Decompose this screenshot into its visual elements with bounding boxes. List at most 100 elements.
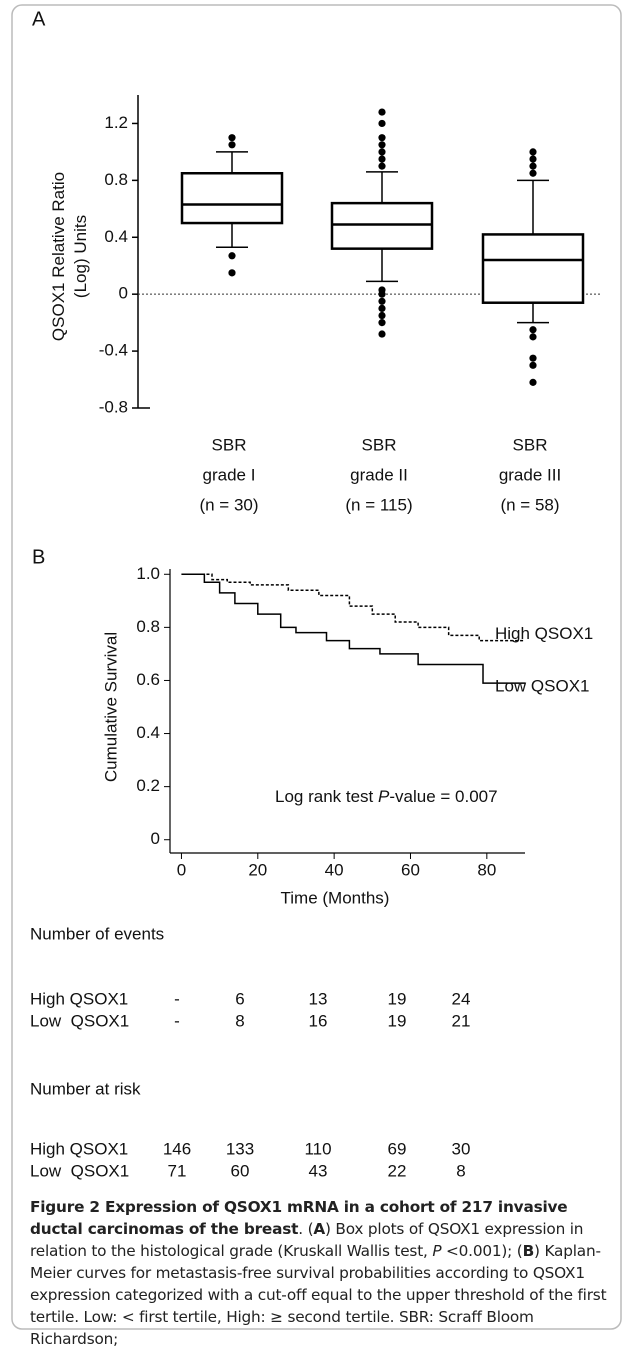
outlier: [378, 155, 386, 163]
figure-border: [11, 4, 622, 1330]
table-cell: 24: [452, 989, 471, 1008]
survival-curve: [181, 573, 525, 642]
y-tick-label: 0.4: [104, 227, 128, 246]
panel-label: B: [32, 546, 45, 568]
outlier: [529, 326, 537, 334]
table-cell: 146: [163, 1139, 191, 1158]
outlier: [378, 148, 386, 156]
outlier: [529, 169, 537, 177]
box: [481, 233, 585, 304]
box: [180, 172, 284, 225]
y-tick-label: 0.8: [136, 617, 160, 636]
outlier: [529, 354, 537, 362]
outlier: [529, 155, 537, 163]
y-tick-label: 0: [119, 284, 128, 303]
y-axis-title: Cumulative Survival: [101, 632, 120, 782]
table-cell: 133: [226, 1139, 254, 1158]
outlier: [529, 333, 537, 341]
x-tick-label: (n = 30): [199, 495, 258, 514]
outlier: [228, 269, 236, 277]
outlier: [529, 162, 537, 170]
y-axis-title-line: (Log) Units: [71, 215, 90, 298]
outlier: [228, 252, 236, 260]
table-cell: 60: [231, 1161, 250, 1180]
outlier: [378, 290, 386, 298]
outlier: [529, 361, 537, 369]
table-cell: 110: [304, 1139, 331, 1158]
table-cell: 43: [309, 1161, 328, 1180]
caption-run: ) Kaplan-Meier curves for metastasis-fre…: [30, 1242, 607, 1348]
legend-label: Low QSOX1: [495, 677, 590, 696]
x-tick-label: 80: [477, 860, 496, 879]
x-tick-label: SBR: [362, 435, 397, 454]
table-cell: 71: [168, 1161, 187, 1180]
table-cell: 69: [388, 1139, 407, 1158]
outlier: [378, 297, 386, 305]
table-title: Number of events: [30, 924, 164, 943]
caption-run: . (: [298, 1220, 314, 1238]
outlier: [378, 319, 386, 327]
x-tick-label: 0: [177, 860, 186, 879]
x-tick-label: SBR: [513, 435, 548, 454]
y-tick-label: 0: [151, 829, 160, 848]
outlier: [529, 378, 537, 386]
table-cell: 19: [388, 989, 407, 1008]
box: [330, 201, 434, 250]
legend-label: High QSOX1: [495, 624, 593, 643]
table-cell: 6: [235, 989, 244, 1008]
x-tick-label: 60: [401, 860, 420, 879]
caption-run: A: [313, 1220, 325, 1238]
outlier: [228, 141, 236, 149]
outlier: [378, 162, 386, 170]
x-tick-label: (n = 58): [500, 495, 559, 514]
caption-run: Figure 2 Expression of QSOX1 mRNA in a c…: [30, 1198, 568, 1238]
table-cell: 30: [452, 1139, 471, 1158]
y-axis-title-line: QSOX1 Relative Ratio: [49, 172, 68, 341]
caption: Figure 2 Expression of QSOX1 mRNA in a c…: [30, 1196, 610, 1350]
annotation-part: -value = 0.007: [389, 787, 497, 806]
table-cell: 21: [452, 1011, 471, 1030]
table-cell: Low QSOX1: [30, 1011, 129, 1030]
table-cell: -: [174, 989, 180, 1008]
outlier: [378, 134, 386, 142]
outlier: [378, 330, 386, 338]
caption-run: P: [432, 1242, 442, 1260]
table-cell: High QSOX1: [30, 1139, 128, 1158]
caption-run: ) Box plots of QSOX1 expression in relat…: [30, 1220, 584, 1260]
outlier: [378, 311, 386, 320]
table-cell: 8: [456, 1161, 465, 1180]
x-tick-label: 20: [248, 860, 267, 879]
table-cell: -: [174, 1011, 180, 1030]
x-axis-title: Time (Months): [281, 888, 390, 907]
x-tick-label: 40: [325, 860, 344, 879]
survival-curve: [181, 573, 525, 684]
x-tick-label: grade III: [499, 465, 561, 484]
y-tick-label: 1.2: [104, 113, 128, 132]
x-tick-label: grade I: [203, 465, 256, 484]
table-cell: 8: [235, 1011, 244, 1030]
outlier: [378, 304, 386, 313]
outlier: [378, 108, 386, 116]
y-axis-title: QSOX1 Relative Ratio (Log) Units: [49, 172, 90, 341]
y-tick-label: 0.6: [136, 670, 160, 689]
y-tick-label: 1.0: [136, 564, 160, 583]
annotation-part: P: [378, 787, 390, 806]
caption-run: B: [522, 1242, 535, 1260]
y-tick-label: -0.4: [99, 341, 128, 360]
outlier: [529, 148, 537, 156]
table-title: Number at risk: [30, 1079, 141, 1098]
x-tick-label: (n = 115): [345, 495, 412, 514]
y-tick-label: 0.8: [104, 170, 128, 189]
y-tick-label: 0.4: [136, 723, 160, 742]
table-cell: High QSOX1: [30, 989, 128, 1008]
caption-run: <0.001); (: [441, 1242, 523, 1260]
x-tick-label: SBR: [212, 435, 247, 454]
x-tick-label: grade II: [350, 465, 408, 484]
panel-label: A: [32, 8, 46, 30]
table-cell: Low QSOX1: [30, 1161, 129, 1180]
outlier: [378, 119, 386, 128]
table-cell: 22: [388, 1161, 407, 1180]
y-tick-label: -0.8: [99, 397, 128, 416]
